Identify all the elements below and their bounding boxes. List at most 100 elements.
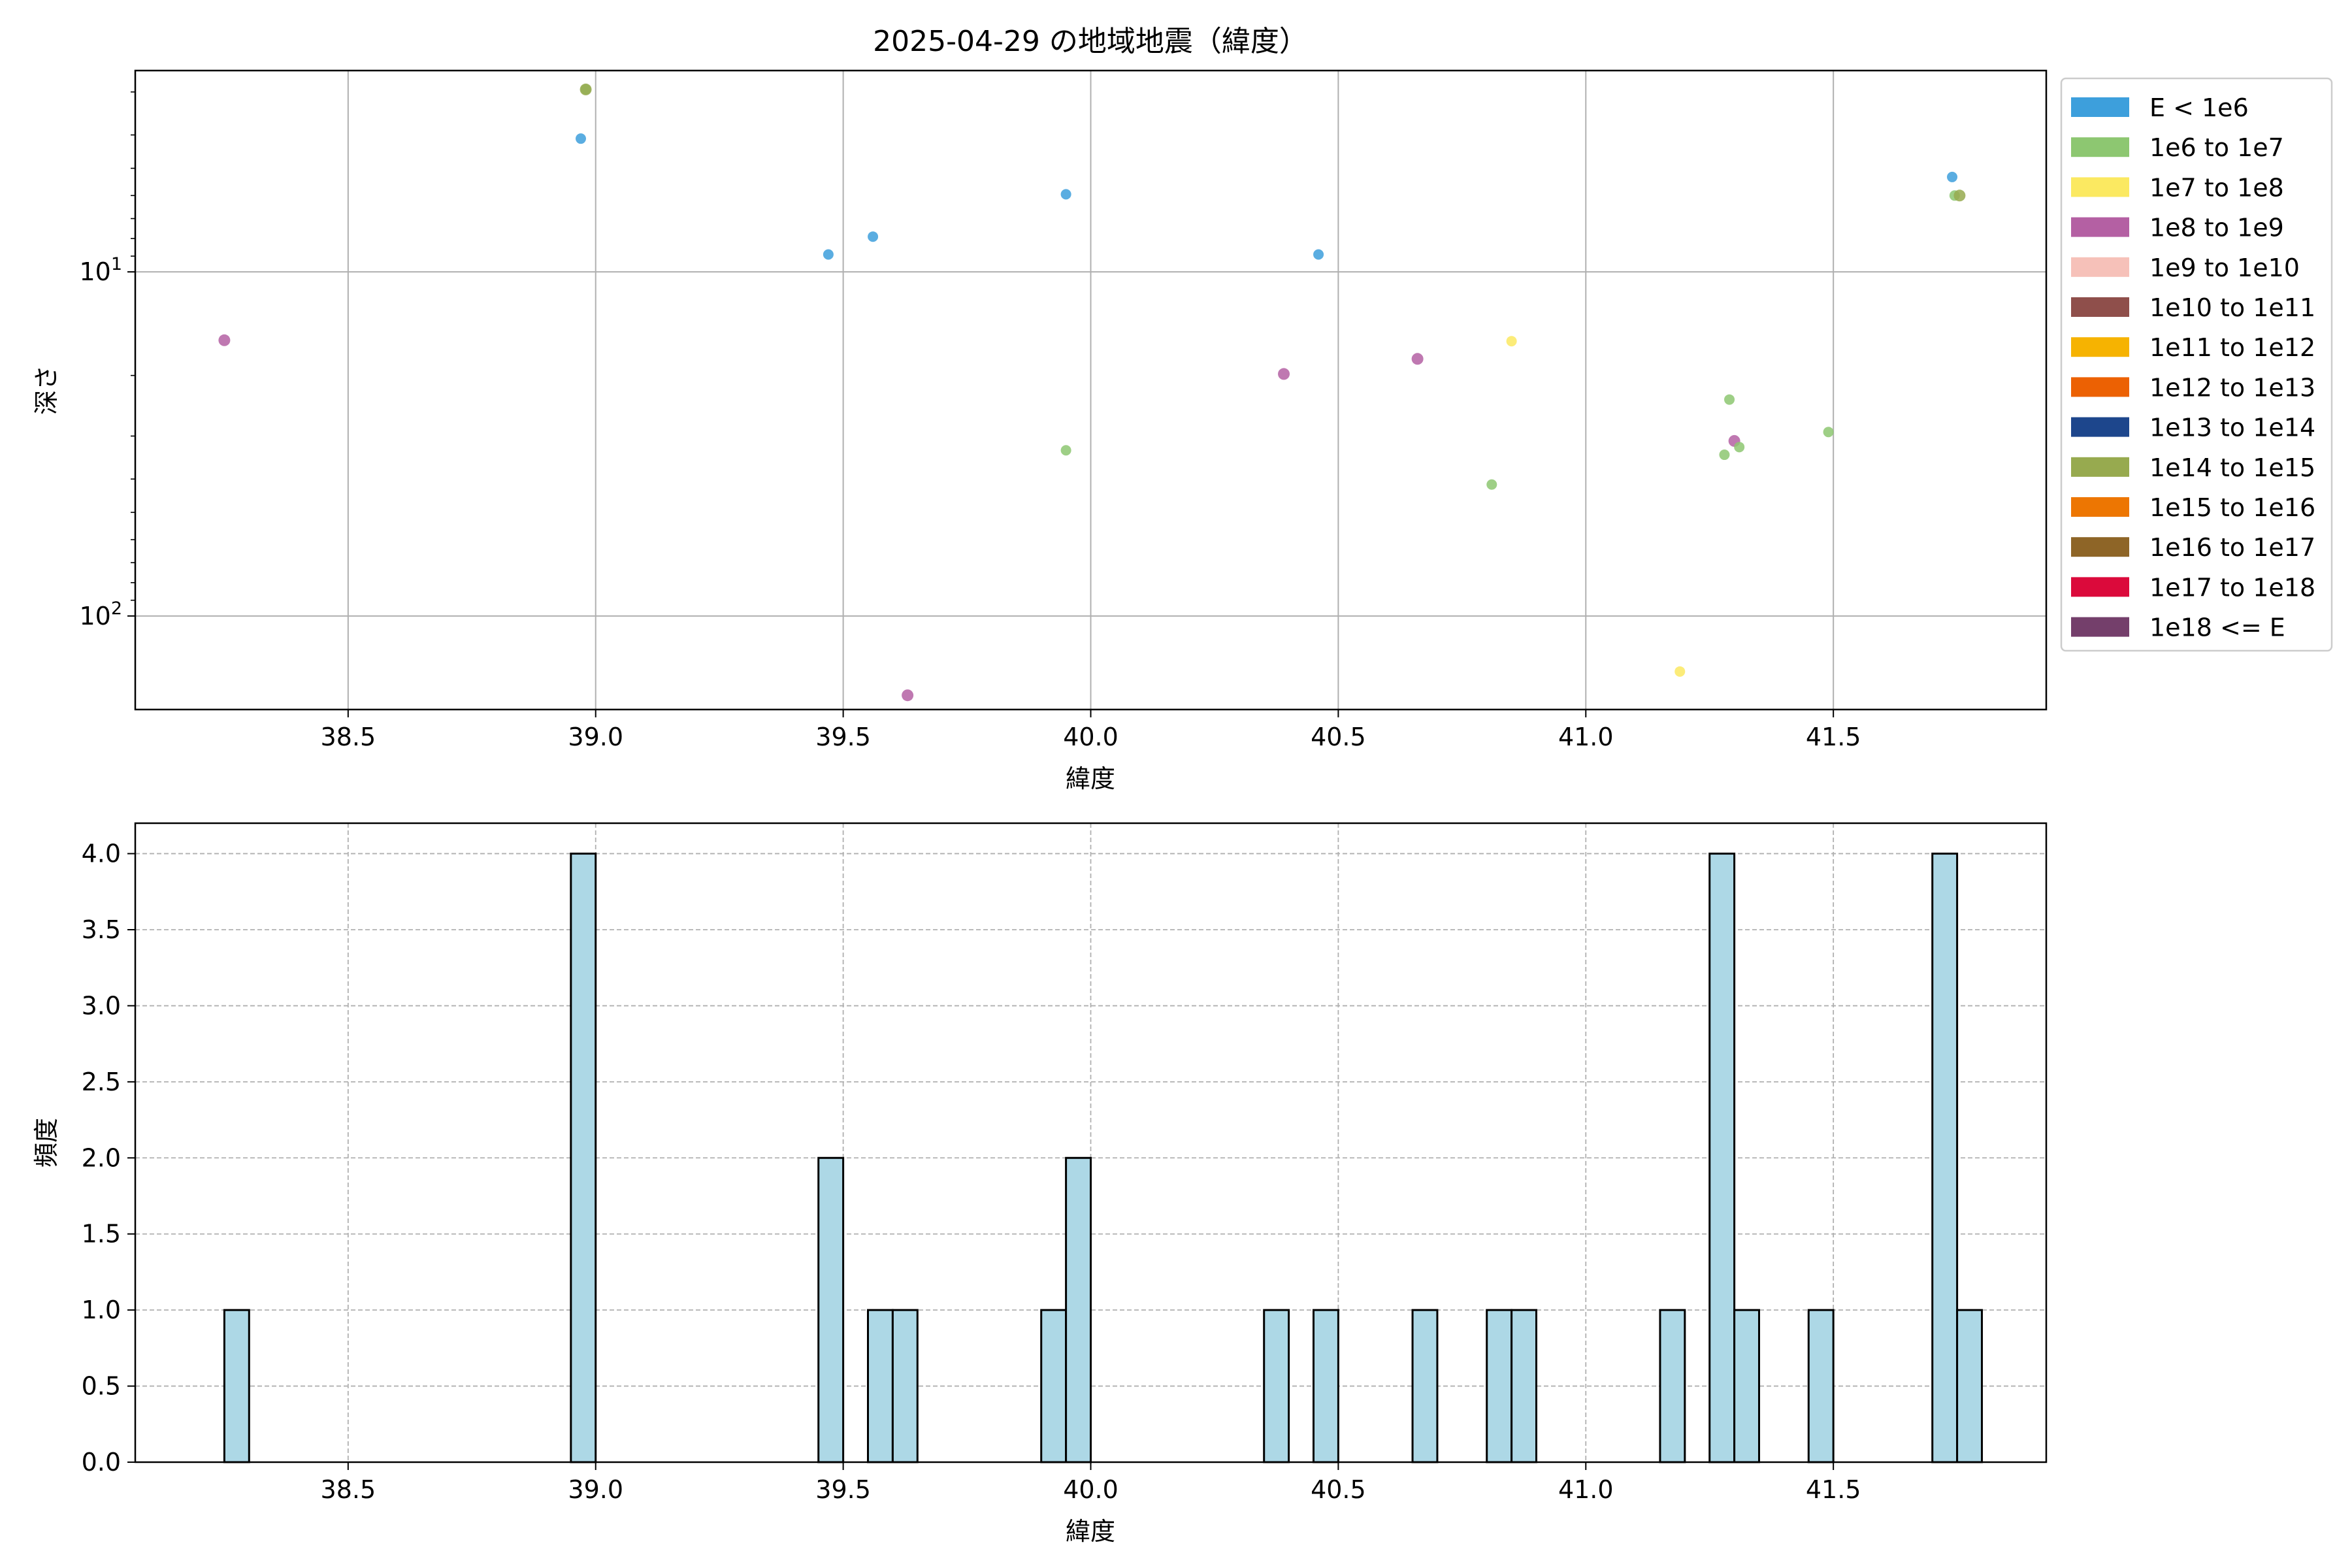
scatter-point <box>1411 353 1424 365</box>
legend-label: 1e10 to 1e11 <box>2149 293 2315 322</box>
histogram-y-tick-label: 3.5 <box>82 915 121 944</box>
scatter-point <box>1486 479 1497 490</box>
legend-swatch <box>2071 337 2129 357</box>
histogram-y-tick-label: 4.0 <box>82 840 121 868</box>
legend-label: 1e15 to 1e16 <box>2149 493 2315 522</box>
histogram-bar <box>1312 1309 1339 1463</box>
histogram-bar <box>1486 1309 1513 1463</box>
histogram-bar <box>1065 1156 1092 1463</box>
legend-swatch <box>2071 617 2129 637</box>
histogram-y-axis: 0.0 0.5 1.0 1.5 2.0 2.5 3.0 3.5 4.0 <box>82 840 135 1477</box>
legend-label: 1e11 to 1e12 <box>2149 333 2315 362</box>
scatter-grid <box>135 71 2046 710</box>
scatter-point <box>823 249 834 260</box>
histogram-bar <box>223 1309 250 1463</box>
histogram-bar <box>867 1309 894 1463</box>
scatter-x-tick-label: 40.0 <box>1063 723 1119 751</box>
scatter-x-axis: 38.5 39.0 39.5 40.0 40.5 41.0 41.5 <box>321 710 1861 751</box>
histogram-x-tick-label: 39.5 <box>815 1475 871 1504</box>
legend-swatch <box>2071 377 2129 397</box>
histogram-x-tick-label: 38.5 <box>321 1475 376 1504</box>
scatter-x-axis-label: 緯度 <box>1066 764 1115 793</box>
legend-items: E < 1e6 1e6 to 1e7 1e7 to 1e8 1e8 to 1e9 1e9… <box>2071 93 2315 642</box>
legend-swatch <box>2071 257 2129 277</box>
scatter-point <box>580 83 592 95</box>
scatter-point <box>1724 394 1735 405</box>
histogram-bars <box>223 853 1983 1463</box>
histogram-bar <box>1956 1309 1983 1463</box>
legend-label: 1e18 <= E <box>2149 613 2285 642</box>
scatter-point <box>218 334 231 346</box>
histogram-bar <box>1040 1309 1068 1463</box>
histogram-y-tick-label: 2.0 <box>82 1143 121 1172</box>
scatter-x-tick-label: 38.5 <box>321 723 376 751</box>
histogram-bar <box>570 853 597 1463</box>
legend-label: 1e13 to 1e14 <box>2149 414 2315 442</box>
scatter-point <box>902 689 914 702</box>
scatter-x-tick-label: 41.0 <box>1558 723 1614 751</box>
scatter-x-tick-label: 39.5 <box>815 723 871 751</box>
scatter-point <box>1060 189 1071 200</box>
legend-swatch <box>2071 97 2129 117</box>
scatter-x-tick-label: 41.5 <box>1806 723 1861 751</box>
legend-label: 1e8 to 1e9 <box>2149 214 2284 242</box>
scatter-point <box>1278 368 1290 380</box>
legend-frame <box>2060 77 2333 652</box>
histogram-y-axis-label: 頻度 <box>32 1118 61 1168</box>
histogram-x-tick-label: 39.0 <box>568 1475 623 1504</box>
histogram-y-tick-label: 3.0 <box>82 991 121 1020</box>
histogram-bar <box>1733 1309 1760 1463</box>
legend-label: 1e16 to 1e17 <box>2149 533 2315 562</box>
legend-label: 1e14 to 1e15 <box>2149 453 2315 482</box>
histogram-y-tick-label: 1.0 <box>82 1296 121 1324</box>
histogram-bar <box>1807 1309 1835 1463</box>
legend-label: 1e6 to 1e7 <box>2149 133 2284 162</box>
scatter-point <box>1823 427 1834 438</box>
scatter-y-axis-label: 深さ <box>32 365 61 415</box>
scatter-point <box>1674 666 1686 677</box>
legend-swatch <box>2071 537 2129 557</box>
legend-swatch <box>2071 137 2129 157</box>
histogram-bar <box>1931 853 1959 1463</box>
scatter-point <box>1506 336 1517 347</box>
histogram-bar <box>1659 1309 1686 1463</box>
scatter-title: 2025-04-29 の地域地震（緯度） <box>873 25 1308 58</box>
histogram-x-axis-label: 緯度 <box>1066 1517 1115 1546</box>
scatter-y-axis: 101 102 <box>79 91 135 630</box>
scatter-x-tick-label: 40.5 <box>1311 723 1366 751</box>
histogram-bar <box>817 1156 845 1463</box>
scatter-point <box>1953 189 1966 202</box>
legend-swatch <box>2071 417 2129 437</box>
scatter-chart: 2025-04-29 の地域地震（緯度） 38.5 39.0 39.5 40.0 40.… <box>32 25 2333 793</box>
histogram-bar <box>1263 1309 1290 1463</box>
scatter-point <box>1313 249 1324 260</box>
legend-swatch <box>2071 497 2129 517</box>
scatter-point <box>1060 445 1071 456</box>
histogram-y-tick-label: 2.5 <box>82 1068 121 1096</box>
legend-label: 1e12 to 1e13 <box>2149 373 2315 402</box>
histogram-bar <box>1511 1309 1537 1463</box>
scatter-y-tick-label: 102 <box>79 598 122 630</box>
scatter-point <box>868 231 879 242</box>
legend-label: E < 1e6 <box>2149 93 2249 122</box>
histogram-bar <box>1708 853 1736 1463</box>
histogram-y-tick-label: 1.5 <box>82 1220 121 1249</box>
scatter-legend: E < 1e6 1e6 to 1e7 1e7 to 1e8 1e8 to 1e9 1e9… <box>2060 77 2333 652</box>
scatter-point <box>1734 442 1745 453</box>
legend-label: 1e9 to 1e10 <box>2149 253 2300 282</box>
histogram-x-axis: 38.5 39.0 39.5 40.0 40.5 41.0 41.5 <box>321 1462 1861 1504</box>
scatter-point <box>575 133 586 144</box>
histogram-bar <box>891 1309 919 1463</box>
histogram-bar <box>1411 1309 1439 1463</box>
legend-swatch <box>2071 297 2129 317</box>
legend-label: 1e7 to 1e8 <box>2149 173 2284 202</box>
histogram-chart: 38.5 39.0 39.5 40.0 40.5 41.0 41.5 0.0 0.5 1.0 1.… <box>32 822 2048 1546</box>
scatter-x-tick-label: 39.0 <box>568 723 623 751</box>
legend-swatch <box>2071 217 2129 237</box>
legend-label: 1e17 to 1e18 <box>2149 573 2315 602</box>
legend-swatch <box>2071 457 2129 477</box>
histogram-x-tick-label: 41.5 <box>1806 1475 1861 1504</box>
histogram-x-tick-label: 40.5 <box>1311 1475 1366 1504</box>
histogram-y-tick-label: 0.5 <box>82 1372 121 1401</box>
